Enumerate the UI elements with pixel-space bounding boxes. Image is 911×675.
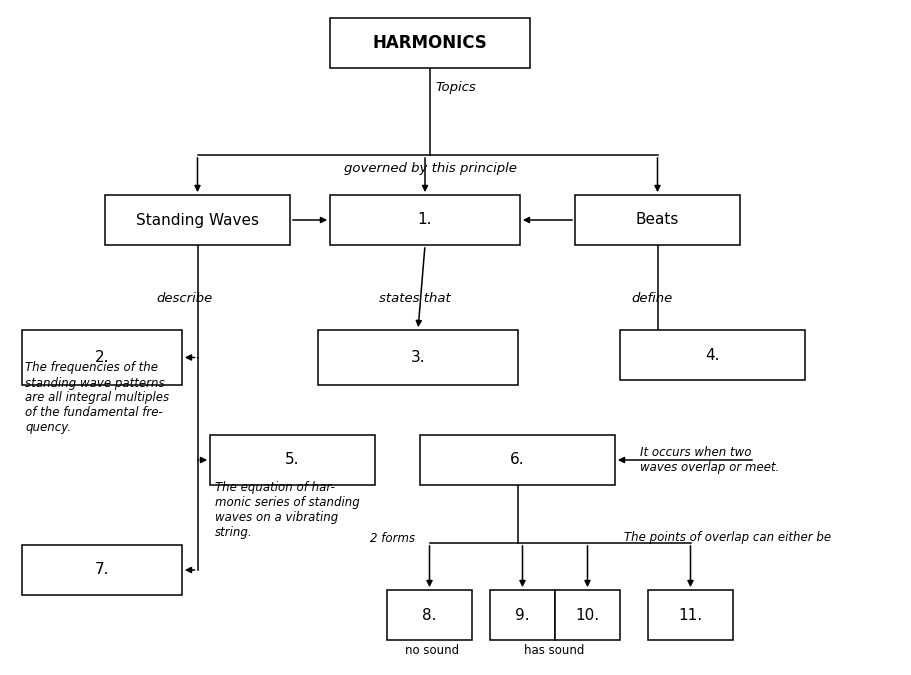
FancyBboxPatch shape <box>420 435 615 485</box>
Text: 1.: 1. <box>418 213 432 227</box>
FancyBboxPatch shape <box>22 330 182 385</box>
FancyBboxPatch shape <box>105 195 290 245</box>
Text: 4.: 4. <box>705 348 720 362</box>
FancyBboxPatch shape <box>22 545 182 595</box>
FancyBboxPatch shape <box>490 590 555 640</box>
Text: has sound: has sound <box>524 643 584 657</box>
Text: 9.: 9. <box>516 608 530 622</box>
FancyBboxPatch shape <box>620 330 805 380</box>
FancyBboxPatch shape <box>330 18 530 68</box>
Text: 11.: 11. <box>679 608 702 622</box>
Text: 2.: 2. <box>95 350 109 365</box>
FancyBboxPatch shape <box>575 195 740 245</box>
FancyBboxPatch shape <box>210 435 375 485</box>
Text: 8.: 8. <box>423 608 436 622</box>
Text: The frequencies of the
standing wave patterns
are all integral multiples
of the : The frequencies of the standing wave pat… <box>25 362 169 435</box>
Text: 3.: 3. <box>411 350 425 365</box>
Text: Beats: Beats <box>636 213 680 227</box>
FancyBboxPatch shape <box>318 330 518 385</box>
FancyBboxPatch shape <box>387 590 472 640</box>
Text: HARMONICS: HARMONICS <box>373 34 487 52</box>
Text: The equation of har-
monic series of standing
waves on a vibrating
string.: The equation of har- monic series of sta… <box>215 481 360 539</box>
FancyBboxPatch shape <box>330 195 520 245</box>
Text: describe: describe <box>157 292 213 304</box>
Text: 7.: 7. <box>95 562 109 578</box>
FancyBboxPatch shape <box>555 590 620 640</box>
Text: 6.: 6. <box>510 452 525 468</box>
FancyBboxPatch shape <box>648 590 733 640</box>
Text: Standing Waves: Standing Waves <box>136 213 259 227</box>
Text: define: define <box>631 292 672 304</box>
Text: It occurs when two
waves overlap or meet.: It occurs when two waves overlap or meet… <box>640 446 780 474</box>
Text: 2 forms: 2 forms <box>370 531 415 545</box>
Text: 10.: 10. <box>576 608 599 622</box>
Text: 5.: 5. <box>285 452 300 468</box>
Text: no sound: no sound <box>404 643 459 657</box>
Text: Topics: Topics <box>435 82 476 95</box>
Text: governed by this principle: governed by this principle <box>343 161 517 175</box>
Text: states that: states that <box>379 292 451 304</box>
Text: The points of overlap can either be: The points of overlap can either be <box>624 531 831 545</box>
